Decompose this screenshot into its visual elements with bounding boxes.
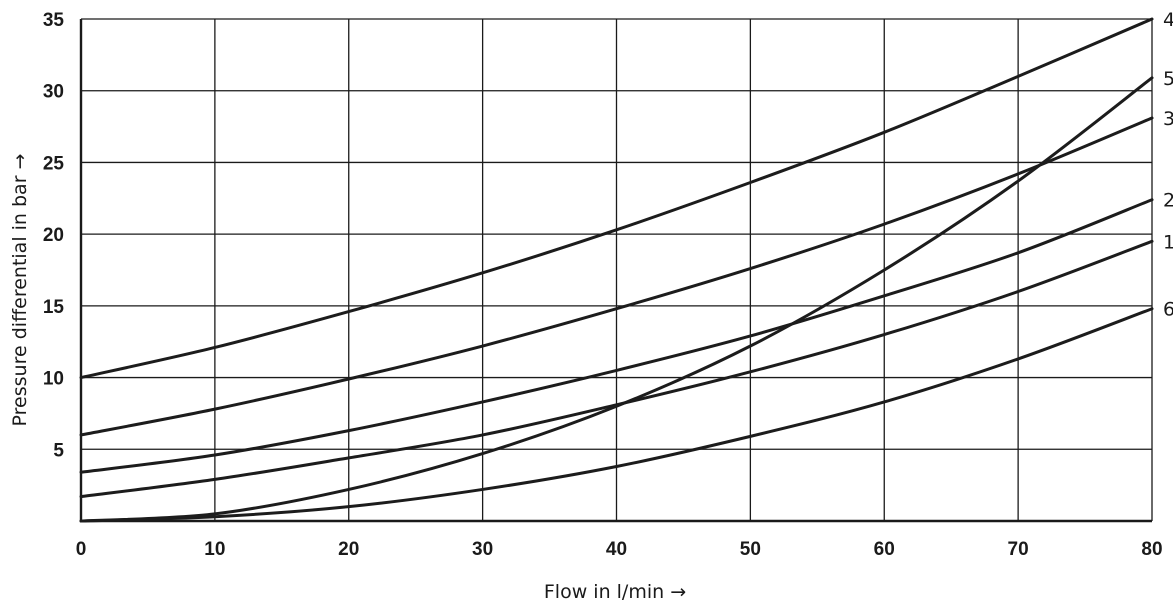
x-axis-title: Flow in l/min → [544,581,686,603]
series-label-2: 2 [1163,190,1173,212]
series-labels: 1 2 3 4 5 6 [1163,9,1173,321]
series-label-6: 6 [1163,299,1173,321]
x-tick-label: 80 [1141,539,1162,560]
y-tick-label: 35 [43,10,65,31]
series-lines [79,17,1154,523]
x-tick-label: 70 [1008,539,1029,560]
series-label-5: 5 [1163,68,1173,90]
series-line-6 [79,307,1154,523]
x-tick-label: 50 [740,539,761,560]
series-label-4: 4 [1163,9,1173,31]
x-tick-label: 10 [204,539,225,560]
series-line-4 [79,17,1154,380]
y-tick-label: 25 [43,153,65,174]
y-tick-label: 30 [43,82,64,103]
grid [79,18,1153,523]
y-axis-ticks: 5 10 15 20 25 30 35 [43,10,65,461]
series-line-3 [79,116,1154,437]
y-tick-label: 20 [43,225,64,246]
x-tick-label: 40 [606,539,627,560]
y-tick-label: 15 [43,297,65,318]
y-axis-title: Pressure differential in bar → [9,154,31,427]
x-tick-label: 0 [76,539,87,560]
x-tick-label: 30 [472,539,493,560]
series-line-5 [79,76,1154,523]
series-label-3: 3 [1163,108,1173,130]
x-axis-ticks: 0 10 20 30 40 50 60 70 80 [76,539,1163,560]
x-tick-label: 20 [338,539,359,560]
series-label-1: 1 [1163,231,1173,253]
series-line-2 [79,198,1154,474]
y-tick-label: 10 [43,369,64,390]
x-tick-label: 60 [874,539,895,560]
y-tick-label: 5 [53,440,64,461]
